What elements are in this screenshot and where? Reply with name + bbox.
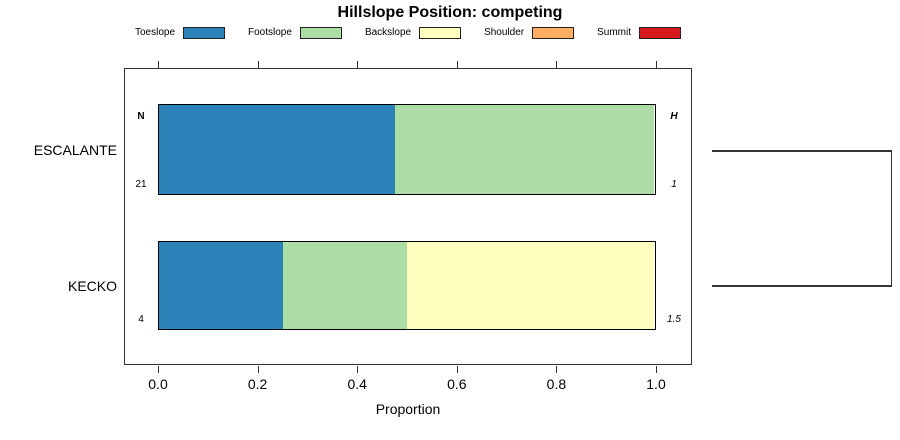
x-tick-label: 0.2 [247,376,268,392]
x-tick-label: 0.6 [447,376,467,392]
x-tick-label: 1.0 [646,376,666,392]
dendrogram-branch-top [712,150,892,152]
legend-item-footslope: Footslope [248,27,342,39]
h-value-escalante: 1 [671,179,677,190]
x-tick-bottom [456,366,458,373]
x-tick-label: 0.4 [347,376,367,392]
x-tick-top [556,61,558,68]
n-value-kecko: 4 [138,314,144,325]
legend-label: Toeslope [134,27,176,38]
x-tick-bottom [158,366,159,373]
x-tick-label: 0.0 [148,376,168,392]
n-column-header: N [137,111,145,122]
x-tick-top [257,61,259,68]
bar-segment-backslope [406,242,654,329]
stacked-bar-escalante [158,104,656,195]
legend-label: Backslope [364,27,412,38]
legend-item-shoulder: Shoulder [484,27,575,39]
legend: Toeslope Footslope Backslope Shoulder Summit [124,25,692,41]
legend-item-toeslope: Toeslope [134,27,226,39]
category-label-kecko: KECKO [67,277,117,294]
legend-swatch-footslope [299,27,342,39]
h-column-header: H [670,111,678,122]
n-value-escalante: 21 [135,179,147,190]
legend-item-backslope: Backslope [364,27,462,39]
legend-label: Shoulder [484,27,525,38]
x-tick-label: 0.8 [546,376,567,392]
x-tick-top [656,61,657,68]
dendrogram-branch-bottom [712,285,892,287]
stacked-bar-kecko [158,241,656,330]
category-label-escalante: ESCALANTE [33,141,117,158]
bar-segment-footslope [282,242,408,329]
bar-segment-footslope [394,105,654,194]
bar-segment-toeslope [159,105,397,194]
x-axis-title: Proportion [375,401,441,417]
legend-swatch-summit [639,27,682,39]
legend-swatch-backslope [419,27,462,39]
chart-title: Hillslope Position: competing [337,4,563,21]
dendrogram-join-vertical [890,150,892,286]
x-tick-top [357,61,359,68]
legend-label: Footslope [248,27,292,38]
x-tick-bottom [257,366,259,373]
x-tick-bottom [556,366,558,373]
x-tick-top [158,61,159,68]
legend-swatch-shoulder [532,27,575,39]
x-tick-top [456,61,458,68]
x-tick-bottom [656,366,657,373]
legend-item-summit: Summit [597,27,682,39]
legend-label: Summit [597,27,632,38]
bar-segment-toeslope [159,242,285,329]
x-tick-bottom [357,366,359,373]
legend-swatch-toeslope [183,27,226,39]
h-value-kecko: 1.5 [667,314,681,325]
